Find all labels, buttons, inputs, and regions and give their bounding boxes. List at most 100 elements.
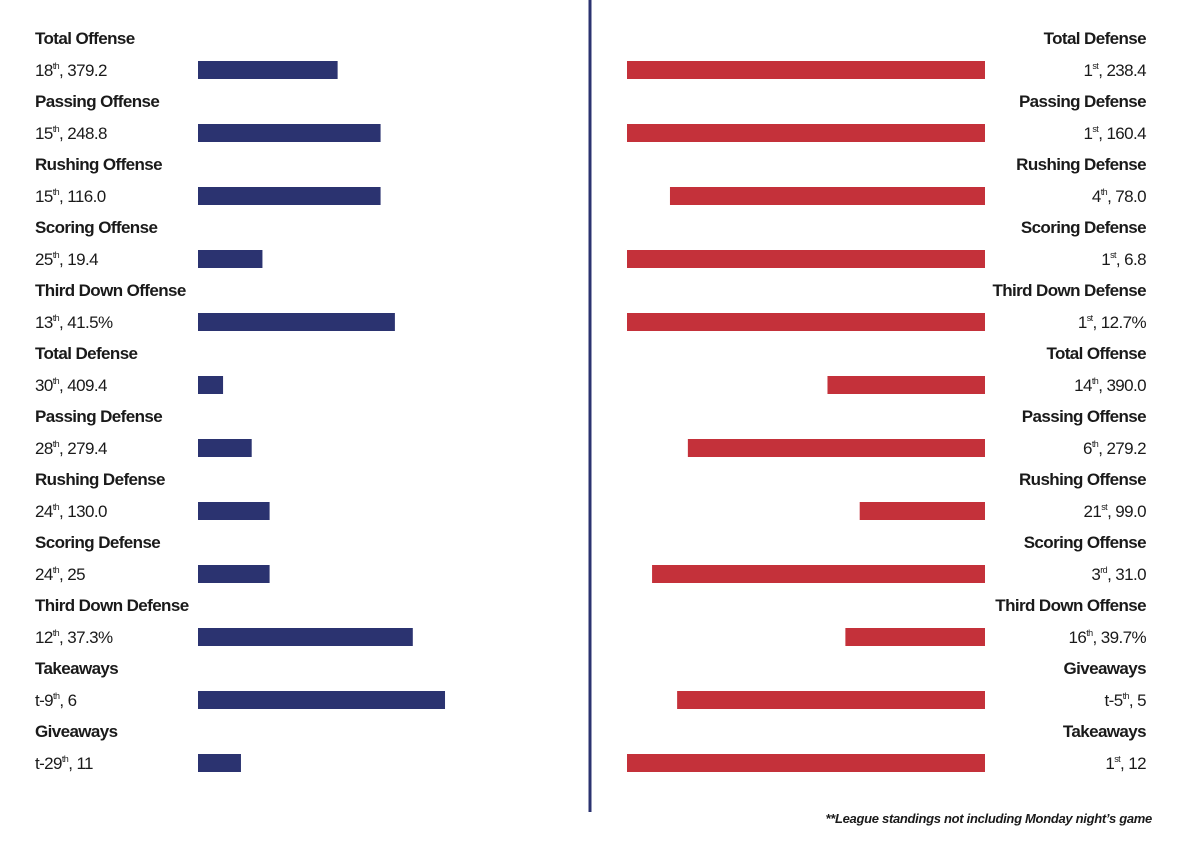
- bar: [669, 187, 985, 205]
- bar: [627, 124, 985, 142]
- bar: [627, 754, 985, 772]
- row-stat: 13th, 41.5%: [35, 313, 113, 332]
- rank: 1: [1084, 124, 1093, 143]
- stat: , 116.0: [59, 187, 106, 206]
- row-stat: t-29th, 11: [35, 754, 93, 773]
- rank: 28: [35, 439, 53, 458]
- row-label: Passing Defense: [35, 407, 162, 426]
- stat: , 99.0: [1107, 502, 1146, 521]
- rank-suffix: th: [53, 565, 60, 575]
- row-stat: 1st, 12: [1105, 754, 1146, 773]
- row-stat: 1st, 12.7%: [1078, 313, 1147, 332]
- bar: [198, 61, 338, 79]
- bar: [198, 313, 395, 331]
- rank: 3: [1091, 565, 1100, 584]
- stat: , 6.8: [1116, 250, 1146, 269]
- row-label: Scoring Offense: [1024, 533, 1146, 552]
- stat: , 39.7%: [1093, 628, 1147, 647]
- row-stat: 25th, 19.4: [35, 250, 98, 269]
- bar: [687, 439, 985, 457]
- row-label: Rushing Offense: [35, 155, 162, 174]
- rank: 12: [35, 628, 53, 647]
- bar: [198, 376, 224, 394]
- row-stat: 3rd, 31.0: [1091, 565, 1146, 584]
- bar: [677, 691, 985, 709]
- stat: , 279.2: [1098, 439, 1146, 458]
- rank: 1: [1084, 61, 1093, 80]
- row-stat: 15th, 248.8: [35, 124, 107, 143]
- rank-suffix: th: [1123, 691, 1130, 701]
- rank: t-29: [35, 754, 62, 773]
- stat: , 19.4: [59, 250, 98, 269]
- row-stat: t-9th, 6: [35, 691, 77, 710]
- stat: , 12.7%: [1093, 313, 1147, 332]
- row-stat: 12th, 37.3%: [35, 628, 113, 647]
- stat: , 6: [59, 691, 76, 710]
- stat: , 379.2: [59, 61, 107, 80]
- rank: 16: [1069, 628, 1087, 647]
- rank: 6: [1083, 439, 1092, 458]
- rank-suffix: st: [1101, 502, 1108, 512]
- rank-suffix: st: [1110, 250, 1117, 260]
- row-label: Total Offense: [35, 29, 135, 48]
- rank-suffix: th: [53, 250, 60, 260]
- bar: [198, 187, 381, 205]
- rank: 25: [35, 250, 53, 269]
- bar: [627, 250, 985, 268]
- stat: , 41.5%: [59, 313, 113, 332]
- row-label: Takeaways: [1063, 722, 1146, 741]
- bar: [827, 376, 985, 394]
- row-label: Total Defense: [35, 344, 138, 363]
- bar: [627, 313, 985, 331]
- rank: 15: [35, 124, 53, 143]
- rank: 4: [1092, 187, 1101, 206]
- row-label: Giveaways: [35, 722, 118, 741]
- row-stat: 6th, 279.2: [1083, 439, 1146, 458]
- bar: [198, 691, 446, 709]
- rank: 1: [1101, 250, 1110, 269]
- rank-suffix: th: [1086, 628, 1093, 638]
- stat: , 78.0: [1107, 187, 1146, 206]
- rank-suffix: st: [1092, 61, 1099, 71]
- stat: , 5: [1129, 691, 1146, 710]
- stat: , 238.4: [1098, 61, 1146, 80]
- rank-suffix: th: [53, 124, 60, 134]
- row-label: Third Down Defense: [992, 281, 1146, 300]
- stat: , 37.3%: [59, 628, 113, 647]
- stat: , 279.4: [59, 439, 107, 458]
- bar: [198, 250, 263, 268]
- rank-suffix: th: [53, 61, 60, 71]
- rank-suffix: th: [53, 187, 60, 197]
- row-stat: 16th, 39.7%: [1069, 628, 1147, 647]
- row-label: Scoring Defense: [35, 533, 160, 552]
- row-label: Passing Defense: [1019, 92, 1146, 111]
- row-label: Giveaways: [1064, 659, 1147, 678]
- bar: [845, 628, 985, 646]
- rank: 30: [35, 376, 53, 395]
- stat: , 25: [59, 565, 85, 584]
- rank-suffix: th: [53, 502, 60, 512]
- bar: [198, 754, 241, 772]
- rank-suffix: th: [1092, 439, 1099, 449]
- row-label: Scoring Defense: [1021, 218, 1146, 237]
- stat: , 12: [1120, 754, 1146, 773]
- stat: , 130.0: [59, 502, 107, 521]
- bar: [198, 439, 252, 457]
- bar: [652, 565, 985, 583]
- stat: , 31.0: [1107, 565, 1146, 584]
- stat: , 11: [68, 754, 93, 773]
- rank-suffix: th: [53, 313, 60, 323]
- rank-suffix: th: [53, 376, 60, 386]
- stat: , 160.4: [1098, 124, 1146, 143]
- stat: , 390.0: [1098, 376, 1146, 395]
- row-stat: 18th, 379.2: [35, 61, 107, 80]
- row-label: Passing Offense: [1022, 407, 1146, 426]
- row-stat: 30th, 409.4: [35, 376, 107, 395]
- row-label: Third Down Offense: [995, 596, 1146, 615]
- bar: [198, 565, 270, 583]
- rank: 1: [1105, 754, 1114, 773]
- stat: , 409.4: [59, 376, 107, 395]
- row-label: Rushing Offense: [1019, 470, 1146, 489]
- rank: 18: [35, 61, 53, 80]
